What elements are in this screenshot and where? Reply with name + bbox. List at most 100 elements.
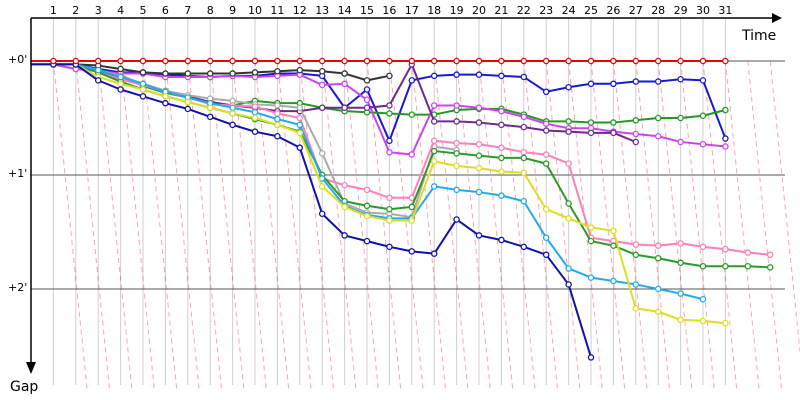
data-point <box>318 210 326 218</box>
leader-reference-line <box>209 60 245 393</box>
data-point <box>184 57 192 65</box>
data-point <box>542 57 550 65</box>
data-point <box>139 93 147 100</box>
leader-reference-line <box>680 60 716 393</box>
data-point <box>117 86 124 93</box>
data-point <box>430 147 438 155</box>
series <box>31 61 460 221</box>
series-line <box>31 63 726 124</box>
data-point <box>498 168 505 175</box>
leader-reference-line <box>388 60 424 393</box>
leader-reference-line <box>747 60 783 393</box>
data-point <box>654 132 662 140</box>
data-point <box>632 305 640 312</box>
data-point <box>386 72 393 80</box>
x-tick-label: 28 <box>651 4 665 17</box>
x-axis-title: Time <box>741 28 776 44</box>
data-point <box>475 71 483 78</box>
data-point <box>587 57 595 65</box>
data-point <box>251 69 259 76</box>
data-point <box>430 158 438 165</box>
data-point <box>139 86 147 93</box>
data-point <box>744 249 752 256</box>
data-point <box>722 262 729 270</box>
x-tick-label: 3 <box>95 4 102 17</box>
data-point <box>296 104 304 111</box>
data-point <box>766 251 774 259</box>
data-point <box>318 183 326 190</box>
data-point <box>565 118 572 125</box>
x-tick-label: 15 <box>360 4 374 17</box>
data-point <box>386 57 393 65</box>
leader-reference-line <box>187 60 223 393</box>
x-tick-label: 13 <box>315 4 329 17</box>
data-point <box>677 316 684 324</box>
data-point <box>498 72 505 80</box>
data-point <box>318 150 326 157</box>
data-point <box>654 114 662 122</box>
data-point <box>408 111 416 118</box>
x-tick-label: 27 <box>629 4 643 17</box>
x-tick-label: 5 <box>140 4 147 17</box>
data-point <box>363 186 371 194</box>
series-line <box>31 63 726 156</box>
data-point <box>610 277 617 285</box>
leader-reference-line <box>612 60 648 393</box>
series-line <box>31 63 727 142</box>
data-point <box>565 83 572 91</box>
data-point <box>453 186 460 194</box>
data-point <box>408 248 416 255</box>
data-point <box>565 57 572 65</box>
data-point <box>744 262 752 270</box>
data-point <box>363 96 371 104</box>
leader-reference-line <box>635 60 671 393</box>
data-point <box>520 113 528 121</box>
series <box>31 61 595 361</box>
y-tick-label: +1' <box>8 167 27 180</box>
data-point <box>386 137 393 145</box>
data-point <box>296 114 304 122</box>
series-layer <box>31 57 774 361</box>
data-point <box>318 104 326 111</box>
data-point <box>632 117 640 124</box>
data-point <box>654 308 662 316</box>
x-tick-label: 31 <box>718 4 732 17</box>
data-point <box>475 140 483 148</box>
data-point <box>520 73 528 81</box>
data-point <box>610 242 617 249</box>
data-point <box>117 57 124 65</box>
leader-reference-line <box>702 60 738 393</box>
x-tick-label: 16 <box>382 4 396 17</box>
data-point <box>229 57 236 65</box>
leader-reference-line <box>142 60 178 393</box>
data-point <box>632 130 640 138</box>
data-point <box>251 109 259 116</box>
data-point <box>139 69 147 76</box>
data-point <box>587 129 595 137</box>
data-point <box>296 66 304 74</box>
x-tick-label: 10 <box>248 4 262 17</box>
data-point <box>722 106 729 114</box>
data-point <box>565 215 572 222</box>
data-point <box>542 234 550 241</box>
x-tick-label: 7 <box>184 4 191 17</box>
data-point <box>408 194 416 202</box>
data-point <box>453 162 460 170</box>
data-point <box>251 128 259 135</box>
data-point <box>184 105 192 113</box>
x-tick-label: 20 <box>472 4 486 17</box>
data-point <box>274 102 281 109</box>
data-point <box>654 242 662 249</box>
data-point <box>632 241 640 248</box>
data-point <box>363 212 371 220</box>
data-point <box>498 144 505 151</box>
series <box>31 61 729 158</box>
leader-reference-line <box>276 60 312 393</box>
leader-reference-line <box>657 60 693 393</box>
data-point <box>430 72 438 80</box>
data-point <box>498 57 505 65</box>
data-point <box>654 285 662 293</box>
series-line <box>31 63 592 358</box>
leader-reference-line <box>164 60 200 393</box>
data-point <box>498 236 505 244</box>
